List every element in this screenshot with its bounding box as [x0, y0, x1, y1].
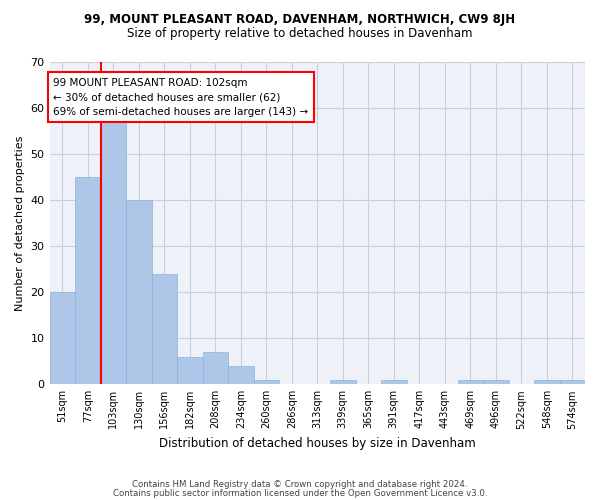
Bar [254, 380, 279, 384]
Text: 99, MOUNT PLEASANT ROAD, DAVENHAM, NORTHWICH, CW9 8JH: 99, MOUNT PLEASANT ROAD, DAVENHAM, NORTH… [85, 12, 515, 26]
Bar [560, 380, 585, 384]
X-axis label: Distribution of detached houses by size in Davenham: Distribution of detached houses by size … [159, 437, 476, 450]
Bar [101, 117, 126, 384]
Bar [50, 292, 75, 384]
Bar [228, 366, 254, 384]
Bar [483, 380, 509, 384]
Bar [152, 274, 177, 384]
Bar [126, 200, 152, 384]
Bar [330, 380, 356, 384]
Bar [534, 380, 560, 384]
Bar [381, 380, 407, 384]
Bar [177, 356, 203, 384]
Bar [75, 177, 101, 384]
Y-axis label: Number of detached properties: Number of detached properties [15, 135, 25, 310]
Text: Contains HM Land Registry data © Crown copyright and database right 2024.: Contains HM Land Registry data © Crown c… [132, 480, 468, 489]
Bar [203, 352, 228, 384]
Text: Size of property relative to detached houses in Davenham: Size of property relative to detached ho… [127, 28, 473, 40]
Text: 99 MOUNT PLEASANT ROAD: 102sqm
← 30% of detached houses are smaller (62)
69% of : 99 MOUNT PLEASANT ROAD: 102sqm ← 30% of … [53, 78, 308, 117]
Text: Contains public sector information licensed under the Open Government Licence v3: Contains public sector information licen… [113, 489, 487, 498]
Bar [458, 380, 483, 384]
